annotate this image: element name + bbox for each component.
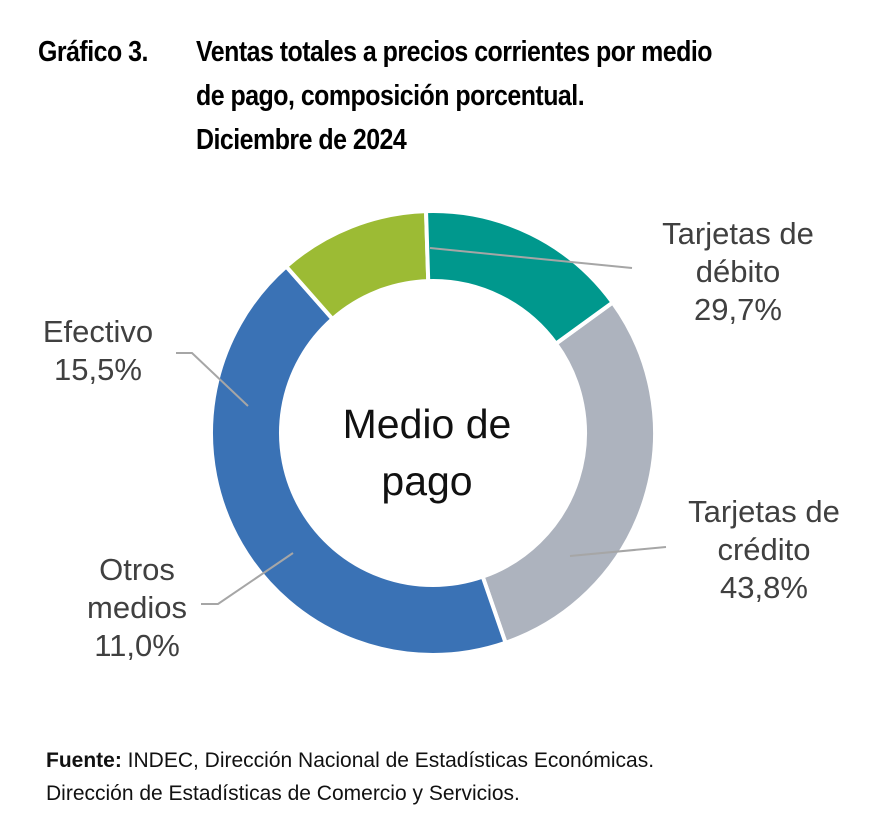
chart-title: Ventas totales a precios corrientes por …	[196, 30, 712, 162]
slice-category-label: crédito	[717, 532, 810, 567]
leader-line	[569, 546, 667, 557]
chart-number: Gráfico 3.	[38, 36, 148, 68]
leader-line	[176, 352, 249, 407]
slice-category-label: Tarjetas de	[662, 216, 814, 251]
slice-value-label: 29,7%	[694, 292, 782, 327]
slice-category-label: Otros	[99, 552, 175, 587]
source-prefix: Fuente:	[46, 749, 122, 772]
source-line-2: Dirección de Estadísticas de Comercio y …	[46, 782, 520, 805]
slice-category-label: débito	[696, 254, 780, 289]
slice-category-label: medios	[87, 590, 187, 625]
slice-value-label: 11,0%	[94, 628, 180, 663]
chart-title-line-3: Diciembre de 2024	[196, 124, 407, 156]
slice-value-label: 43,8%	[720, 570, 808, 605]
donut-slice-efectivo	[423, 209, 616, 347]
donut-center-label: pago	[381, 458, 472, 504]
source-note: Fuente: INDEC, Dirección Nacional de Est…	[46, 744, 654, 810]
slice-category-label: Tarjetas de	[688, 494, 840, 529]
slice-category-label: Efectivo	[43, 314, 153, 349]
chart-title-line-1: Ventas totales a precios corrientes por …	[196, 36, 712, 68]
slice-value-label: 15,5%	[54, 352, 142, 387]
donut-center-label: Medio de	[343, 401, 512, 447]
source-line-1: INDEC, Dirección Nacional de Estadística…	[121, 749, 655, 772]
chart-title-line-2: de pago, composición porcentual.	[196, 80, 585, 112]
donut-slice-tarjetas-de-debito	[480, 299, 657, 646]
leader-line	[429, 247, 633, 269]
leader-line	[201, 552, 294, 605]
